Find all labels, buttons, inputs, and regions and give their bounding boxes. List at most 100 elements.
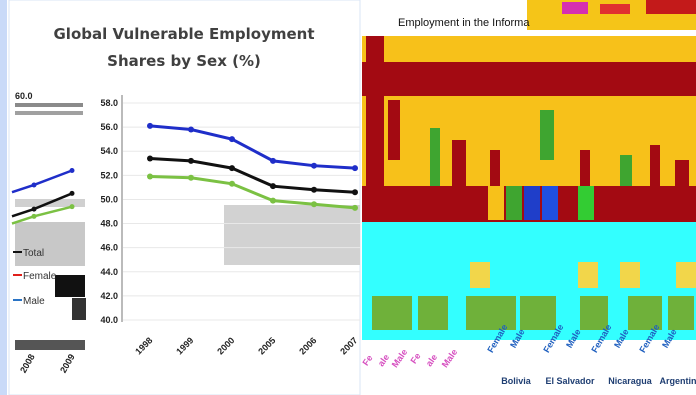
group-label: El Salvador	[545, 376, 595, 386]
partial-data-point	[69, 204, 75, 210]
series-group	[147, 122, 358, 211]
right-chart-title: Employment in the Informa	[398, 17, 530, 29]
bar-segment	[620, 262, 640, 288]
partial-data-point	[69, 168, 75, 174]
data-point	[352, 165, 358, 172]
bar-segment	[650, 145, 660, 186]
y-tick-label: 42.0	[100, 291, 118, 301]
bar-segment	[578, 186, 594, 220]
left-chart-panel: Global Vulnerable Employment Shares by S…	[0, 0, 362, 395]
bar-segment	[580, 150, 590, 186]
y-tick-label: 56.0	[100, 122, 118, 132]
data-point	[311, 201, 317, 208]
data-point	[311, 186, 317, 193]
group-label: Nicaragua	[608, 376, 653, 386]
data-point	[270, 197, 276, 204]
legend-male: Male	[23, 296, 45, 307]
group-label: Argentin	[660, 376, 696, 386]
chart-title-line1: Global Vulnerable Employment	[53, 25, 314, 43]
plot-shade	[224, 205, 360, 265]
data-point	[147, 173, 153, 180]
data-point	[147, 155, 153, 162]
bar-segment	[372, 296, 412, 330]
y-tick-label: 48.0	[100, 219, 118, 229]
legend-total: Total	[23, 248, 44, 259]
bar-segment	[520, 296, 556, 330]
y-tick-label: 50.0	[100, 194, 118, 204]
bar-artifacts	[366, 36, 696, 330]
y-tick-label: 40.0	[100, 315, 118, 325]
partial-header-bar	[15, 103, 83, 107]
right-header-color	[600, 4, 630, 14]
stack-region-red	[362, 62, 696, 96]
data-point	[229, 136, 235, 143]
data-point	[270, 157, 276, 164]
bar-segment	[430, 128, 440, 186]
bar-segment	[540, 110, 554, 160]
data-point	[188, 126, 194, 133]
y-tick-label: 44.0	[100, 267, 118, 277]
legend: Total Female Male	[13, 248, 57, 307]
partial-dark-block	[55, 275, 85, 297]
bar-segment	[470, 262, 490, 288]
right-header-color	[646, 0, 696, 14]
bar-segment	[578, 262, 598, 288]
data-point	[188, 157, 194, 164]
bar-label: Fe	[360, 353, 374, 367]
data-point	[352, 189, 358, 196]
bar-segment	[418, 296, 448, 330]
y-tick-label: 54.0	[100, 146, 118, 156]
data-point	[311, 162, 317, 169]
series-line	[149, 175, 356, 210]
bar-segment	[466, 296, 516, 330]
bar-segment	[620, 155, 632, 186]
partial-dark-block	[72, 298, 86, 320]
slide-left-border	[0, 0, 7, 395]
data-point	[229, 165, 235, 172]
group-label: Bolivia	[501, 376, 532, 386]
bar-segment	[366, 36, 384, 186]
partial-series-group	[11, 168, 75, 225]
bar-segment	[490, 150, 500, 186]
partial-shade	[15, 222, 85, 266]
partial-y-label: 60.0	[15, 91, 33, 101]
bar-label: Fe	[408, 351, 422, 365]
label-region	[362, 340, 696, 395]
stack-region-cyan	[362, 222, 696, 262]
bar-segment	[560, 186, 576, 220]
partial-data-point	[69, 190, 75, 196]
right-header-color	[562, 2, 588, 14]
series-line	[149, 156, 356, 194]
right-group-axis: Bolivia El Salvador Nicaragua Argentin	[501, 376, 696, 386]
data-point	[352, 204, 358, 211]
y-axis: 58.0 56.0 54.0 52.0 50.0 48.0 46.0 44.0 42.0 40.0	[100, 98, 118, 325]
partial-data-point	[31, 206, 37, 212]
stack-region-gold	[362, 128, 696, 186]
bar-segment	[506, 186, 522, 220]
bar-segment	[388, 100, 400, 160]
bar-segment	[542, 186, 558, 220]
bar-segment	[668, 296, 694, 330]
partial-header-bar	[15, 111, 83, 115]
data-point	[147, 122, 153, 129]
partial-dark-block	[15, 340, 85, 350]
partial-data-point	[31, 213, 37, 219]
bar-segment	[628, 296, 662, 330]
y-tick-label: 58.0	[100, 98, 118, 108]
bar-segment	[524, 186, 540, 220]
data-point	[270, 183, 276, 190]
partial-data-point	[31, 182, 37, 188]
y-tick-label: 46.0	[100, 243, 118, 253]
y-gridlines	[123, 102, 360, 321]
series-line	[149, 124, 356, 170]
legend-female: Female	[23, 271, 57, 282]
bar-segment	[452, 140, 466, 186]
bar-segment	[675, 160, 689, 222]
partial-chart-left: 60.0 Total Female Male 2008 2009	[11, 91, 86, 375]
y-tick-label: 52.0	[100, 170, 118, 180]
bar-segment	[676, 262, 696, 288]
bar-segment	[470, 186, 486, 220]
bar-segment	[488, 186, 504, 220]
bar-segment	[580, 296, 608, 330]
